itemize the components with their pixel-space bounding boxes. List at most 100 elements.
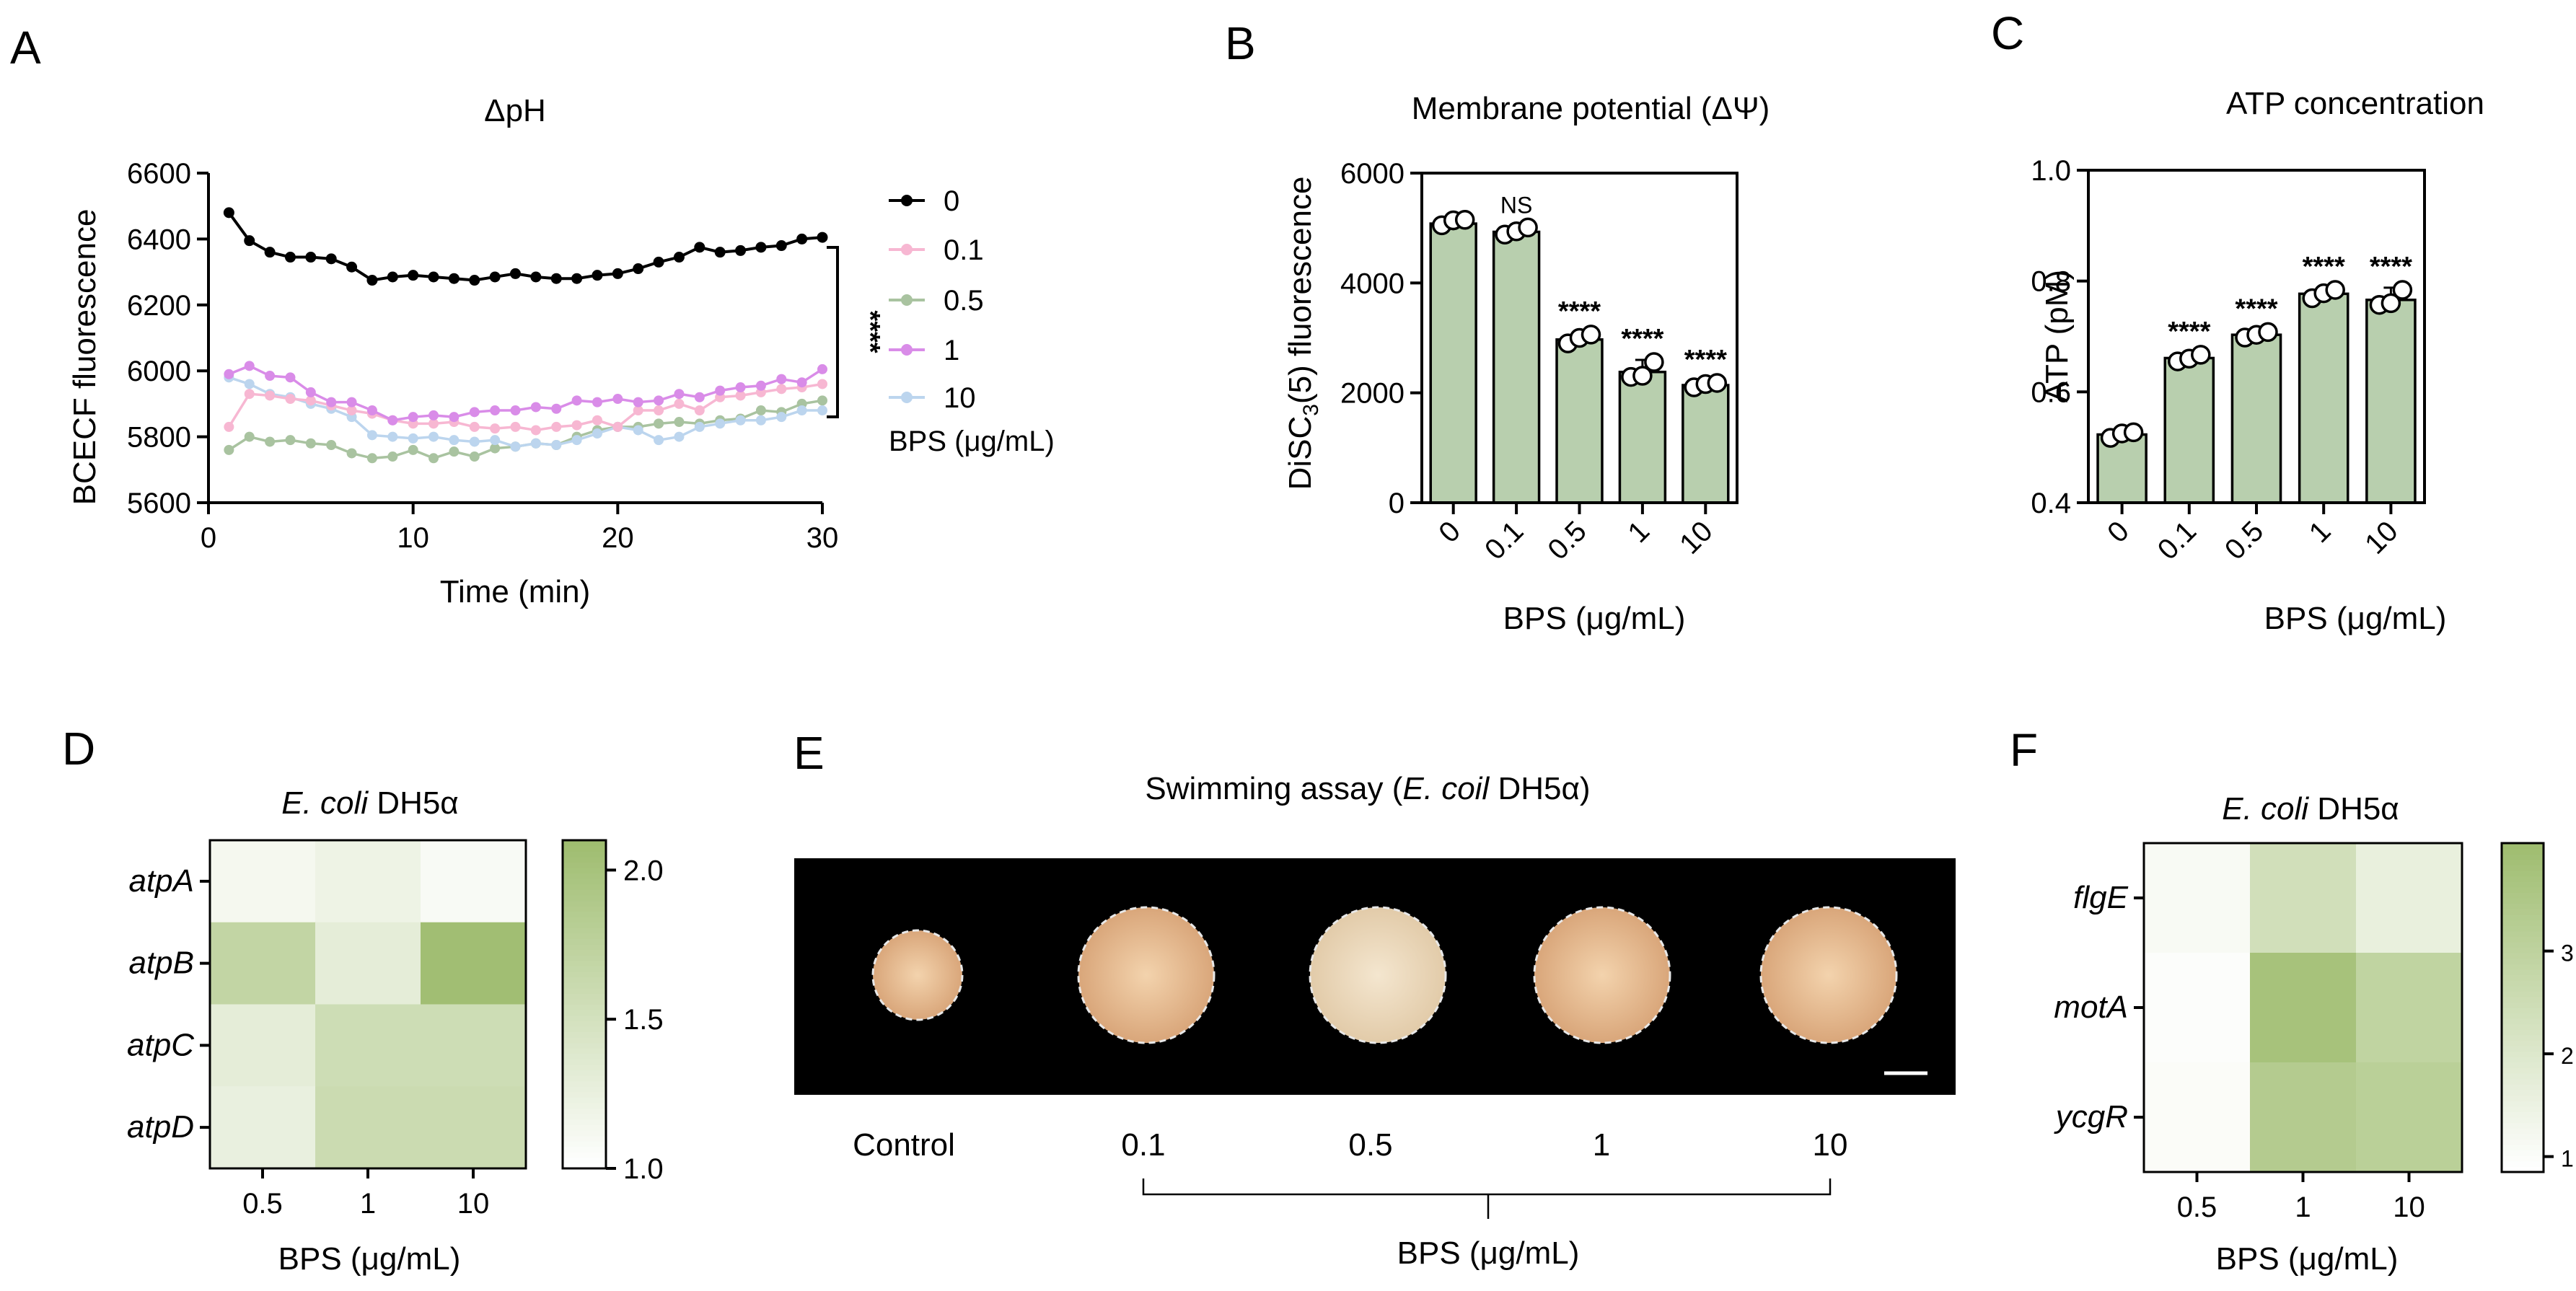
- series-point-10: [490, 435, 501, 446]
- colorbar-label: 1: [2561, 1146, 2574, 1172]
- bar-10: [2365, 299, 2417, 504]
- replicate-point: [1581, 325, 1601, 345]
- bar-10: [1682, 384, 1730, 504]
- panel-a-ytick-label: 6400: [127, 224, 191, 255]
- heatmap-cell: [2144, 843, 2251, 953]
- bar-group-1: ****: [1618, 324, 1667, 504]
- series-point-0: [387, 271, 398, 283]
- panel-c-xlabel: BPS (μg/mL): [2264, 601, 2447, 636]
- series-point-0: [305, 252, 317, 263]
- series-point-0-5: [224, 444, 234, 455]
- series-point-1: [592, 397, 602, 407]
- panel-a-ylabel: BCECF fluorescence: [67, 209, 102, 506]
- row-label: atpB: [128, 946, 194, 981]
- panel-label-f: F: [2010, 724, 2038, 776]
- panel-b-xtick-label: 1: [1622, 515, 1656, 549]
- series-point-0-5: [366, 453, 377, 464]
- series-point-1: [265, 371, 276, 382]
- panel-b-ytick-label: 4000: [1340, 268, 1405, 299]
- series-point-0: [592, 270, 603, 281]
- colony-1-disc: [1534, 907, 1670, 1043]
- series-point-0-5: [755, 405, 766, 416]
- colorbar-step: [563, 960, 606, 967]
- series-line-0: [227, 211, 823, 282]
- panel-d-row-labels: atpA atpB atpC atpD: [127, 863, 210, 1145]
- panel-c-ytick-label: 0.8: [2031, 266, 2071, 298]
- series-point-0: [346, 261, 358, 273]
- panel-b-ylabel: DiSC3(5) fluorescence: [1283, 177, 1323, 490]
- legend-label: 0.5: [944, 285, 984, 317]
- colorbar-step: [2502, 881, 2544, 888]
- colony-label: 0.1: [1121, 1127, 1165, 1163]
- colony-label: 10: [1813, 1127, 1848, 1163]
- colorbar-step: [2502, 1106, 2544, 1112]
- colorbar-step: [563, 900, 606, 907]
- series-point-0-1: [265, 390, 276, 401]
- series-point-10: [694, 421, 705, 432]
- colorbar-step: [563, 911, 606, 917]
- panel-e-bracket-label: BPS (μg/mL): [1397, 1235, 1580, 1271]
- series-point-10: [530, 438, 541, 449]
- colorbar-step: [2502, 909, 2544, 915]
- bar-group-1: ****: [2298, 252, 2349, 504]
- colorbar-step: [563, 1037, 606, 1044]
- colony-control-outline: [871, 929, 964, 1021]
- series-point-1: [224, 369, 234, 379]
- series-point-10: [674, 431, 685, 442]
- panel-b-xtick-label: 10: [1674, 515, 1719, 560]
- colorbar-step: [563, 1086, 606, 1093]
- colorbar-label: 2.0: [623, 855, 664, 886]
- colorbar-step: [2502, 1095, 2544, 1101]
- colorbar-step: [2502, 1023, 2544, 1030]
- colorbar-step: [2502, 1090, 2544, 1096]
- panel-b-axes: [1420, 172, 1738, 504]
- series-point-10: [796, 405, 807, 416]
- replicate-point: [1707, 373, 1728, 393]
- series-point-0-1: [674, 398, 685, 409]
- series-point-1: [633, 397, 643, 407]
- panel-label-c: C: [1991, 7, 2024, 59]
- colorbar-step: [2502, 1160, 2544, 1167]
- legend-label: 10: [944, 382, 976, 414]
- heatmap-cell: [2356, 1062, 2463, 1173]
- series-point-0: [673, 252, 685, 263]
- row-label: atpD: [127, 1109, 194, 1145]
- significance-label: ****: [2303, 252, 2345, 282]
- colorbar-step: [563, 938, 606, 945]
- series-point-0-5: [387, 451, 398, 462]
- series-point-0: [714, 247, 726, 258]
- series-point-10: [735, 415, 746, 426]
- series-point-0: [408, 270, 419, 281]
- panel-e-colony-labels: Control 0.1 0.5 1 10: [853, 1127, 1847, 1163]
- panel-c-axes: [2087, 169, 2426, 504]
- colorbar-step: [563, 1042, 606, 1049]
- heatmap-cell: [210, 922, 316, 1005]
- legend-item-0-1: 0.1: [889, 234, 984, 266]
- series-point-1: [285, 372, 296, 383]
- colorbar-step: [563, 867, 606, 874]
- col-label: 0.5: [2177, 1191, 2217, 1223]
- panel-a-sig-bracket: [827, 246, 839, 418]
- series-point-0: [469, 275, 480, 286]
- panel-b-ytick-label: 6000: [1340, 158, 1405, 190]
- colorbar-step: [563, 1097, 606, 1103]
- heatmap-cell: [2250, 1062, 2357, 1173]
- colorbar-step: [2502, 958, 2544, 964]
- replicate-point: [1454, 209, 1475, 230]
- replicate-point: [2392, 280, 2413, 300]
- panel-c-title: ATP concentration: [2226, 86, 2484, 121]
- bar-group-10: ****: [2365, 252, 2417, 504]
- panel-d-title-italic: E. coli: [281, 785, 369, 821]
- series-point-0: [366, 275, 378, 286]
- series-point-0-1: [654, 405, 664, 416]
- panel-b-title-symbol: ΔΨ: [1711, 91, 1759, 126]
- bar-group-0: [1429, 209, 1477, 504]
- panel-f-heatmap: [2144, 843, 2463, 1173]
- col-label: 10: [2393, 1191, 2425, 1223]
- heatmap-cell: [421, 1086, 527, 1169]
- series-point-0: [223, 207, 234, 219]
- row-label: motA: [2054, 990, 2128, 1025]
- legend-label: 0: [944, 185, 959, 217]
- series-line-1: [228, 364, 823, 422]
